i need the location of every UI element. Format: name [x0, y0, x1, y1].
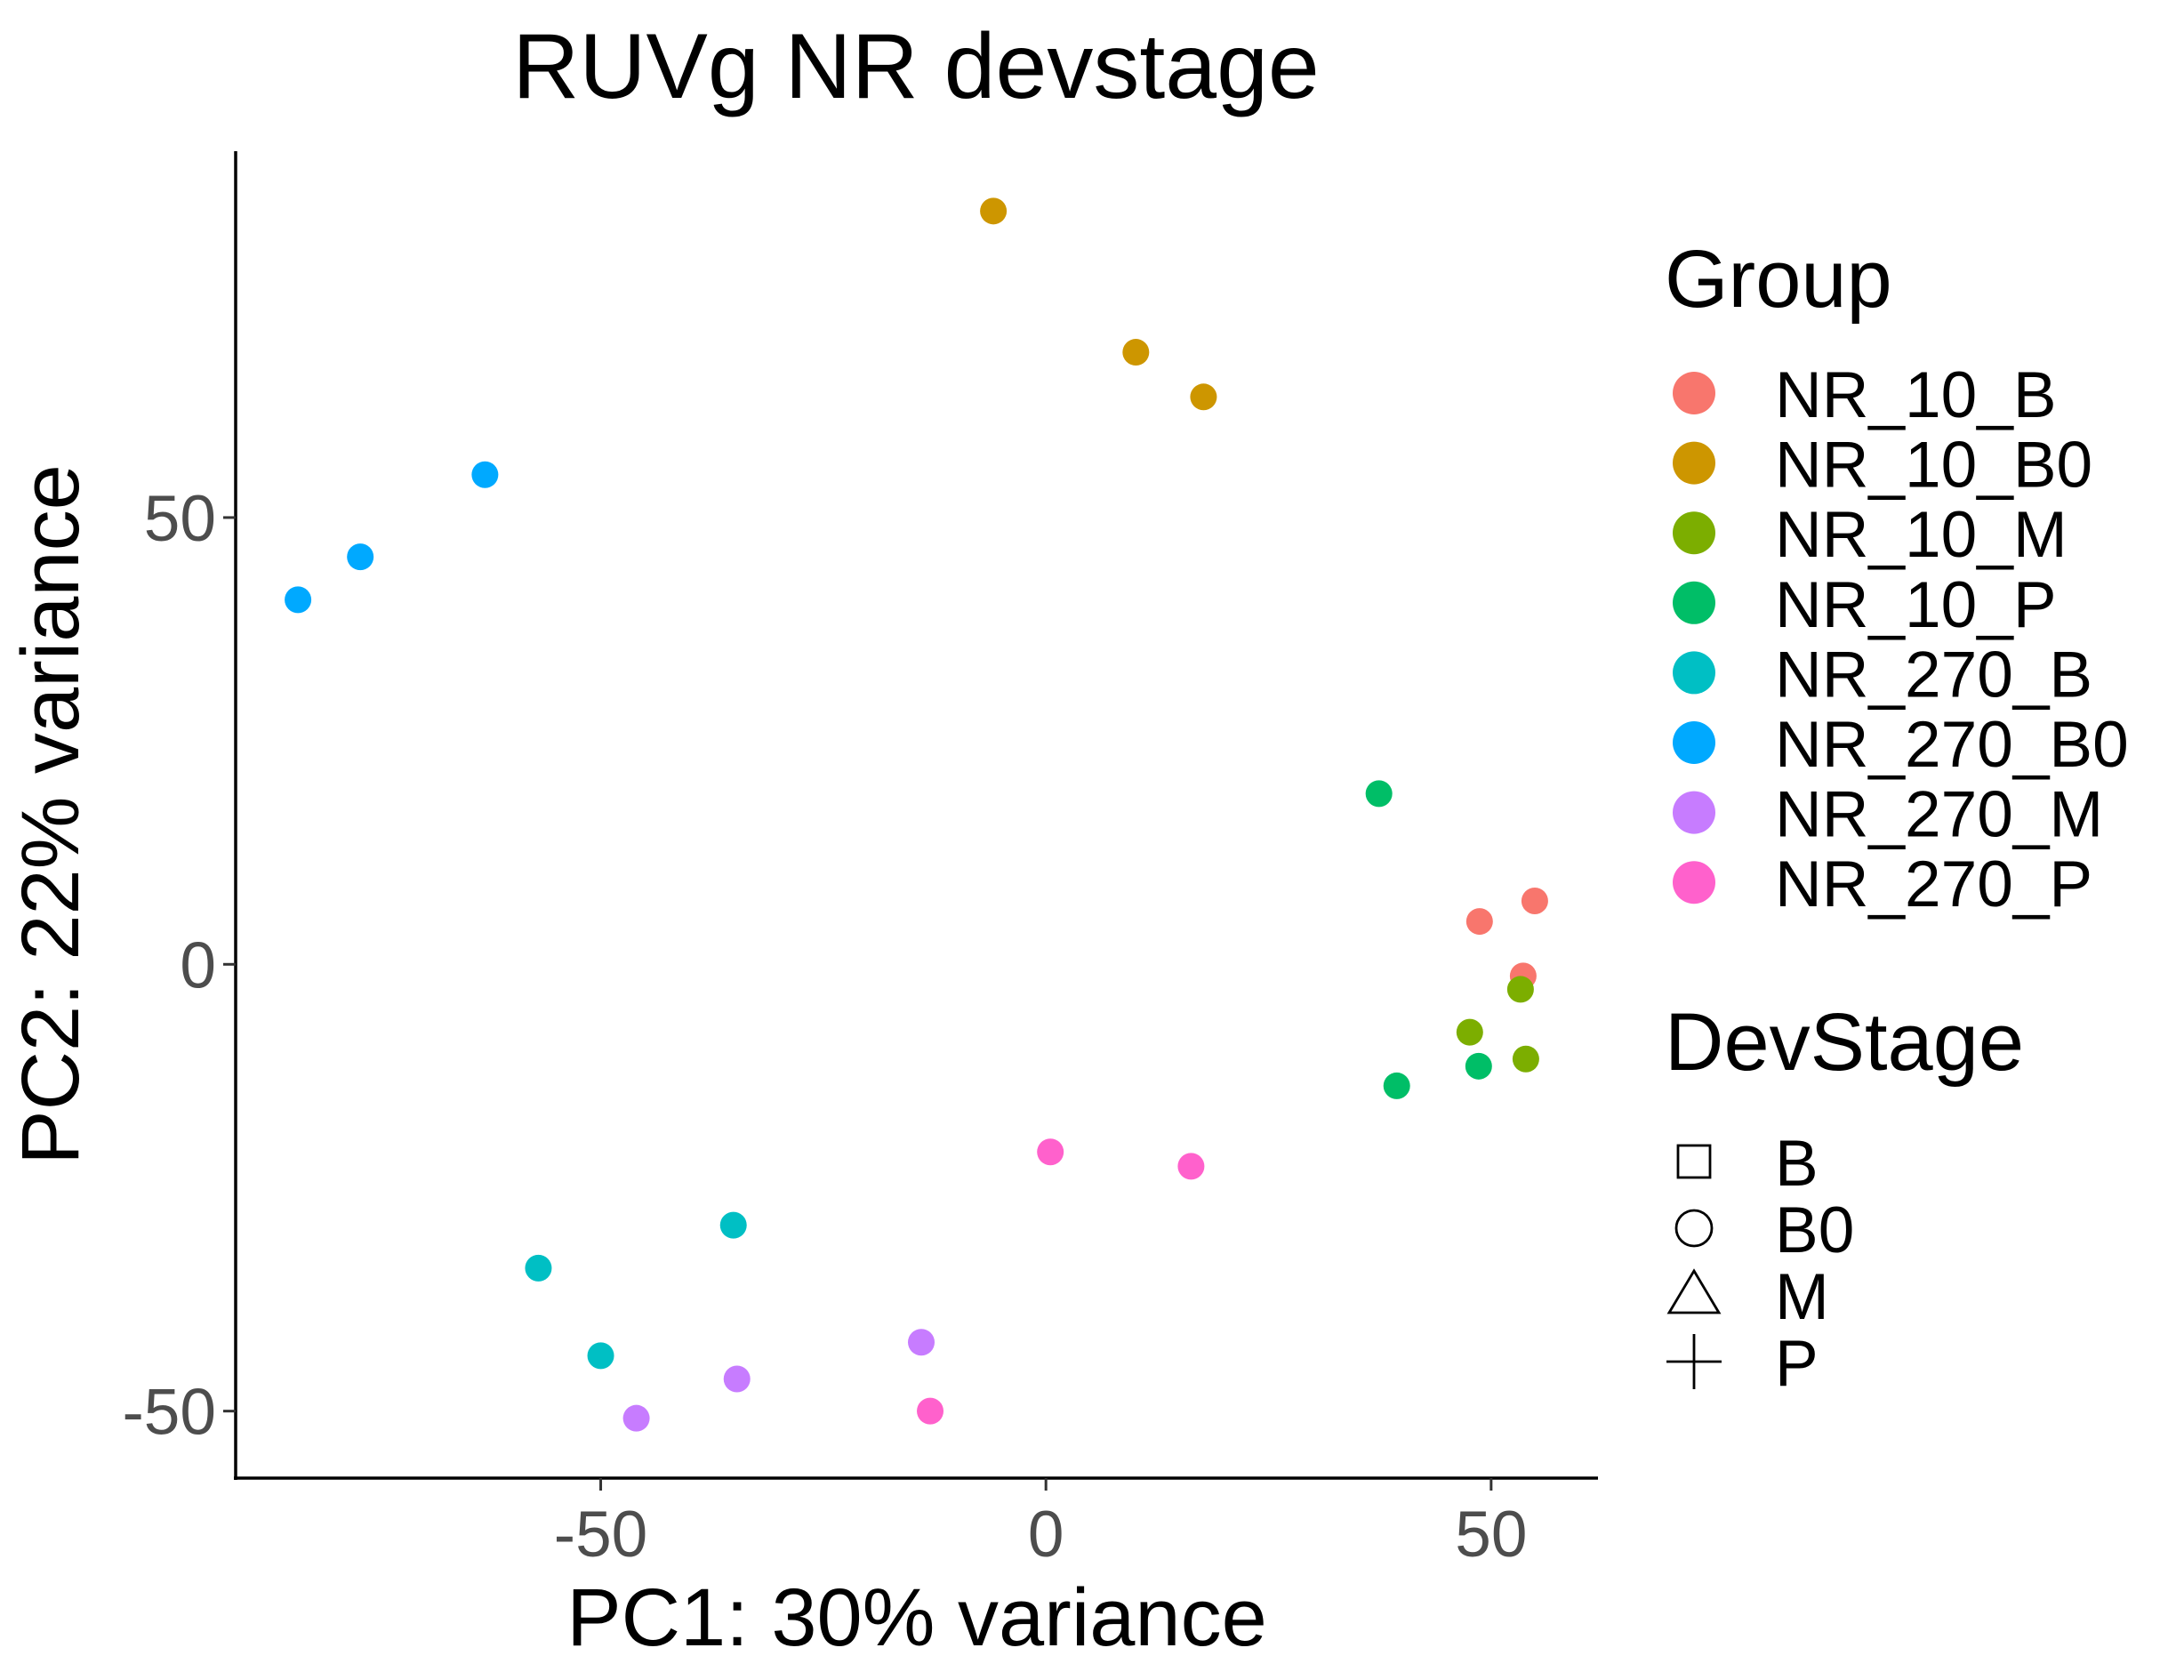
point-group-dot — [1456, 1018, 1483, 1046]
x-ticks: -50 0 50 — [554, 1478, 1527, 1571]
point-group-dot — [1190, 383, 1217, 411]
data-point — [525, 1254, 552, 1282]
group-legend-key — [1673, 581, 1715, 624]
point-group-dot — [622, 1404, 650, 1432]
group-legend-entries: NR_10_BNR_10_B0NR_10_MNR_10_PNR_270_BNR_… — [1673, 359, 2129, 920]
x-tick-label: 50 — [1455, 1499, 1527, 1571]
point-group-dot — [1383, 1072, 1410, 1099]
group-legend-key — [1673, 721, 1715, 764]
point-group-dot — [525, 1254, 552, 1282]
data-point — [587, 1342, 614, 1370]
data-point — [917, 1397, 944, 1425]
point-group-dot — [908, 1329, 935, 1356]
group-legend-key — [1673, 861, 1715, 904]
point-group-dot — [1465, 1052, 1492, 1080]
data-point — [719, 1211, 747, 1239]
point-group-dot — [1037, 1138, 1064, 1166]
point-group-dot — [347, 543, 374, 571]
data-point — [908, 1329, 935, 1356]
group-legend-key — [1673, 511, 1715, 555]
data-point — [1383, 1072, 1410, 1099]
data-point — [980, 197, 1008, 225]
data-point — [1512, 1045, 1539, 1073]
group-legend: Group NR_10_BNR_10_B0NR_10_MNR_10_PNR_27… — [1665, 234, 2129, 920]
shape-legend-label: B — [1775, 1128, 1819, 1200]
group-legend-label: NR_270_M — [1775, 779, 2103, 851]
group-legend-label: NR_270_B0 — [1775, 709, 2129, 781]
data-point — [1521, 887, 1548, 914]
point-group-dot — [1512, 1045, 1539, 1073]
x-axis-label: PC1: 30% variance — [566, 1572, 1267, 1663]
x-tick-label: 0 — [1028, 1499, 1064, 1571]
point-group-dot — [1506, 976, 1534, 1003]
shape-legend-key — [1666, 1334, 1722, 1389]
x-tick-label: -50 — [554, 1499, 648, 1571]
y-tick-label: 50 — [144, 483, 216, 555]
shape-legend-label: M — [1775, 1261, 1829, 1333]
data-point — [1122, 339, 1150, 366]
group-legend-key — [1673, 372, 1715, 414]
data-point — [723, 1365, 751, 1393]
group-legend-key — [1673, 651, 1715, 695]
data-point — [1365, 780, 1393, 808]
y-tick-label: 0 — [180, 929, 216, 1001]
data-point — [1037, 1138, 1064, 1166]
group-legend-label: NR_10_M — [1775, 499, 2068, 571]
point-group-dot — [980, 197, 1008, 225]
point-group-dot — [1521, 887, 1548, 914]
group-legend-label: NR_270_B — [1775, 639, 2092, 711]
y-tick-label: -50 — [122, 1377, 216, 1449]
data-point — [471, 461, 499, 488]
point-group-dot — [1122, 339, 1150, 366]
data-point — [1465, 1052, 1492, 1080]
group-legend-label: NR_10_P — [1775, 569, 2057, 641]
point-group-dot — [917, 1397, 944, 1425]
shape-legend-label: B0 — [1775, 1194, 1854, 1266]
point-group-dot — [1465, 908, 1493, 936]
data-point — [1190, 383, 1217, 411]
data-point — [285, 586, 312, 614]
shape-legend-key — [1674, 1209, 1714, 1248]
group-legend-key — [1673, 791, 1715, 834]
y-ticks: -50 0 50 — [122, 483, 236, 1449]
point-group-dot — [1365, 780, 1393, 808]
group-legend-label: NR_270_P — [1775, 848, 2092, 920]
data-point — [1456, 1018, 1483, 1046]
points-layer — [285, 197, 1548, 1432]
y-axis-label: PC2: 22% variance — [5, 464, 96, 1165]
chart-title: RUVg NR devstage — [512, 15, 1320, 118]
group-legend-label: NR_10_B — [1775, 359, 2057, 431]
point-group-dot — [587, 1342, 614, 1370]
point-group-dot — [471, 461, 499, 488]
group-legend-key — [1673, 441, 1715, 485]
shape-legend-key — [1666, 1268, 1722, 1314]
point-group-dot — [719, 1211, 747, 1239]
data-point — [347, 543, 374, 571]
data-point — [1177, 1153, 1205, 1180]
shape-legend-title: DevStage — [1665, 997, 2024, 1088]
shape-legend-key — [1676, 1144, 1712, 1179]
point-group-dot — [1177, 1153, 1205, 1180]
group-legend-title: Group — [1665, 234, 1892, 325]
data-point — [622, 1404, 650, 1432]
shape-legend-label: P — [1775, 1328, 1819, 1400]
point-group-dot — [723, 1365, 751, 1393]
data-point — [1465, 908, 1493, 936]
point-group-dot — [285, 586, 312, 614]
data-point — [1506, 976, 1534, 1003]
plot-area: -50 0 50 -50 0 50 — [122, 151, 1598, 1571]
group-legend-label: NR_10_B0 — [1775, 430, 2092, 502]
